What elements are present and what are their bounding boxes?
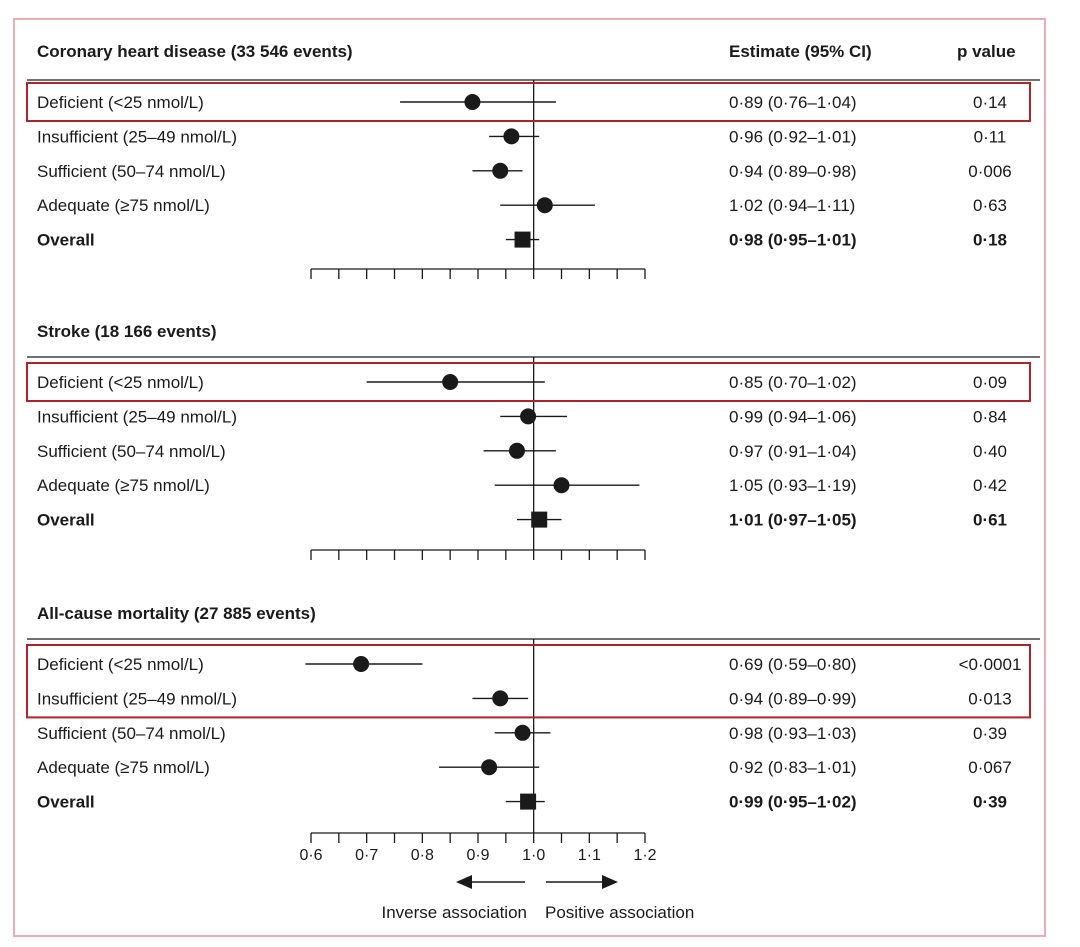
estimate-dot bbox=[442, 374, 459, 390]
estimate-ci-text: 0·92 (0·83–1·01) bbox=[729, 758, 857, 777]
positive-association-label: Positive association bbox=[545, 903, 694, 922]
row-label: Overall bbox=[37, 231, 95, 250]
row-label: Sufficient (50–74 nmol/L) bbox=[37, 162, 226, 181]
p-value-text: 0·11 bbox=[974, 127, 1007, 146]
estimate-dot bbox=[508, 442, 525, 459]
p-value-text: 0·067 bbox=[968, 758, 1011, 777]
estimate-dot bbox=[492, 162, 509, 179]
p-value-text: 0·09 bbox=[973, 373, 1007, 392]
row-label: Insufficient (25–49 nmol/L) bbox=[37, 689, 237, 708]
x-tick-label: 1·0 bbox=[522, 847, 545, 864]
estimate-ci-text: 0·99 (0·95–1·02) bbox=[729, 793, 857, 812]
row-label: Overall bbox=[37, 511, 95, 530]
estimate-dot bbox=[503, 128, 520, 145]
p-value-text: 0·18 bbox=[973, 231, 1007, 250]
estimate-square bbox=[514, 231, 531, 248]
x-tick-label: 1·1 bbox=[578, 847, 601, 864]
p-value-text: 0·40 bbox=[973, 442, 1007, 461]
panel-title: Stroke (18 166 events) bbox=[37, 322, 217, 341]
row-label: Deficient (<25 nmol/L) bbox=[37, 93, 204, 112]
estimate-dot bbox=[464, 94, 481, 110]
highlight-box bbox=[26, 82, 1031, 122]
panel-title: All-cause mortality (27 885 events) bbox=[37, 604, 316, 623]
estimate-ci-text: 1·01 (0·97–1·05) bbox=[729, 511, 857, 530]
estimate-square bbox=[520, 793, 537, 810]
x-tick-label: 1·2 bbox=[633, 847, 656, 864]
x-tick-label: 0·9 bbox=[466, 847, 489, 864]
estimate-ci-text: 1·02 (0·94–1·11) bbox=[729, 196, 855, 215]
panel-title: Coronary heart disease (33 546 events) bbox=[37, 42, 353, 61]
estimate-ci-text: 1·05 (0·93–1·19) bbox=[729, 476, 857, 495]
x-tick-label: 0·8 bbox=[411, 847, 434, 864]
row-label: Sufficient (50–74 nmol/L) bbox=[37, 442, 226, 461]
p-value-text: 0·39 bbox=[973, 793, 1007, 812]
estimate-column-header: Estimate (95% CI) bbox=[729, 42, 872, 61]
p-value-text: 0·006 bbox=[968, 162, 1011, 181]
pvalue-column-header: p value bbox=[957, 42, 1016, 61]
row-label: Deficient (<25 nmol/L) bbox=[37, 373, 204, 392]
inverse-arrow-head bbox=[456, 875, 472, 889]
figure-frame bbox=[13, 18, 1046, 937]
p-value-text: 0·14 bbox=[973, 93, 1007, 112]
row-label: Sufficient (50–74 nmol/L) bbox=[37, 724, 226, 743]
row-label: Deficient (<25 nmol/L) bbox=[37, 655, 204, 674]
row-label: Insufficient (25–49 nmol/L) bbox=[37, 127, 237, 146]
estimate-dot bbox=[492, 690, 509, 707]
estimate-ci-text: 0·85 (0·70–1·02) bbox=[729, 373, 857, 392]
row-label: Adequate (≥75 nmol/L) bbox=[37, 758, 210, 777]
highlight-box bbox=[26, 362, 1031, 402]
estimate-dot bbox=[520, 408, 537, 425]
estimate-dot bbox=[481, 759, 498, 776]
p-value-text: 0·84 bbox=[973, 407, 1007, 426]
row-label: Adequate (≥75 nmol/L) bbox=[37, 196, 210, 215]
p-value-text: 0·63 bbox=[973, 196, 1007, 215]
positive-arrow-head bbox=[602, 875, 618, 889]
p-value-text: 0·013 bbox=[968, 689, 1011, 708]
row-label: Insufficient (25–49 nmol/L) bbox=[37, 407, 237, 426]
estimate-ci-text: 0·98 (0·95–1·01) bbox=[729, 231, 857, 250]
estimate-dot bbox=[536, 197, 553, 214]
estimate-ci-text: 0·89 (0·76–1·04) bbox=[729, 93, 857, 112]
p-value-text: 0·42 bbox=[973, 476, 1007, 495]
estimate-ci-text: 0·94 (0·89–0·99) bbox=[729, 689, 857, 708]
estimate-ci-text: 0·98 (0·93–1·03) bbox=[729, 724, 857, 743]
p-value-text: 0·39 bbox=[973, 724, 1007, 743]
inverse-association-label: Inverse association bbox=[381, 903, 527, 922]
estimate-dot bbox=[553, 477, 570, 494]
x-tick-label: 0·6 bbox=[299, 847, 322, 864]
estimate-ci-text: 0·69 (0·59–0·80) bbox=[729, 655, 857, 674]
x-tick-label: 0·7 bbox=[355, 847, 378, 864]
p-value-text: 0·61 bbox=[973, 511, 1007, 530]
estimate-dot bbox=[353, 656, 370, 672]
estimate-dot bbox=[514, 724, 531, 741]
estimate-ci-text: 0·94 (0·89–0·98) bbox=[729, 162, 857, 181]
estimate-ci-text: 0·97 (0·91–1·04) bbox=[729, 442, 857, 461]
p-value-text: <0·0001 bbox=[959, 655, 1022, 674]
estimate-square bbox=[531, 511, 548, 528]
row-label: Adequate (≥75 nmol/L) bbox=[37, 476, 210, 495]
highlight-box bbox=[26, 644, 1031, 719]
row-label: Overall bbox=[37, 793, 95, 812]
estimate-ci-text: 0·99 (0·94–1·06) bbox=[729, 407, 857, 426]
estimate-ci-text: 0·96 (0·92–1·01) bbox=[729, 127, 857, 146]
